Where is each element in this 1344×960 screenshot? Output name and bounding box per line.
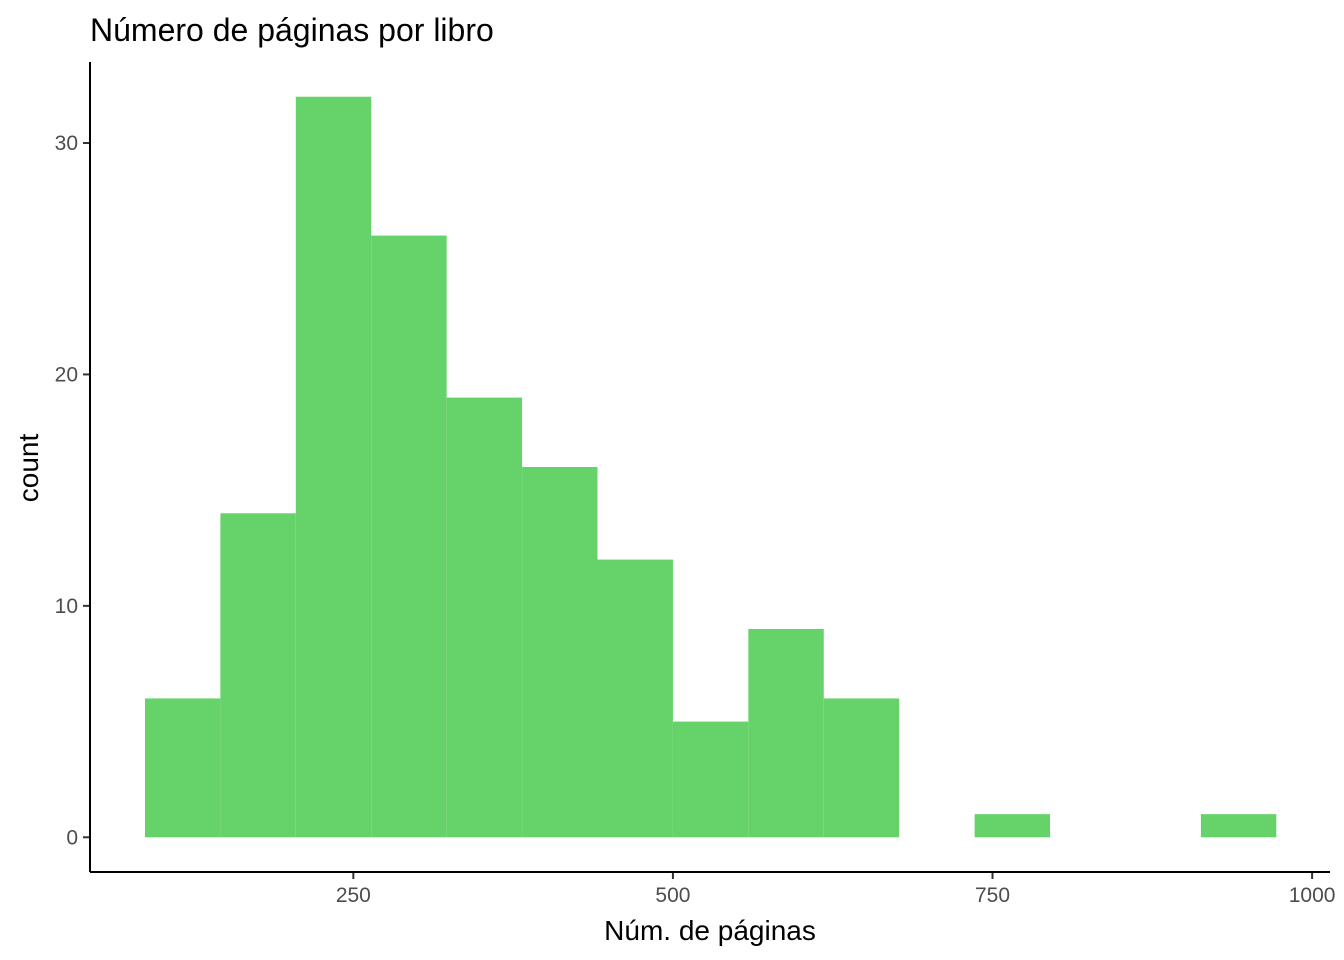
y-tick-label: 0 [66, 826, 78, 849]
histogram-bar [220, 513, 296, 838]
histogram-bar [823, 698, 900, 838]
x-tick-label: 500 [655, 884, 690, 907]
chart-title: Número de páginas por libro [90, 12, 494, 48]
histogram-bar [522, 467, 598, 838]
y-axis-label: count [13, 434, 44, 503]
histogram-bar [446, 397, 523, 838]
histogram-bar [748, 629, 824, 838]
y-axis-ticks: 0 10 20 30 [55, 132, 90, 849]
y-tick-label: 30 [55, 132, 78, 155]
x-tick-label: 1000 [1289, 884, 1336, 907]
histogram-bar [1200, 814, 1277, 838]
y-tick-label: 20 [55, 363, 78, 386]
histogram-bar [672, 721, 749, 838]
bars-group [144, 96, 1277, 838]
histogram-bar [371, 235, 447, 838]
x-tick-label: 750 [975, 884, 1010, 907]
histogram-bar [974, 814, 1051, 838]
histogram-bar [597, 559, 673, 838]
x-axis-label: Núm. de páginas [604, 915, 816, 946]
histogram-bar [144, 698, 221, 838]
x-tick-label: 250 [336, 884, 371, 907]
x-axis-ticks: 250 500 750 1000 [336, 872, 1336, 907]
y-tick-label: 10 [55, 595, 78, 618]
histogram-bar [295, 96, 372, 838]
